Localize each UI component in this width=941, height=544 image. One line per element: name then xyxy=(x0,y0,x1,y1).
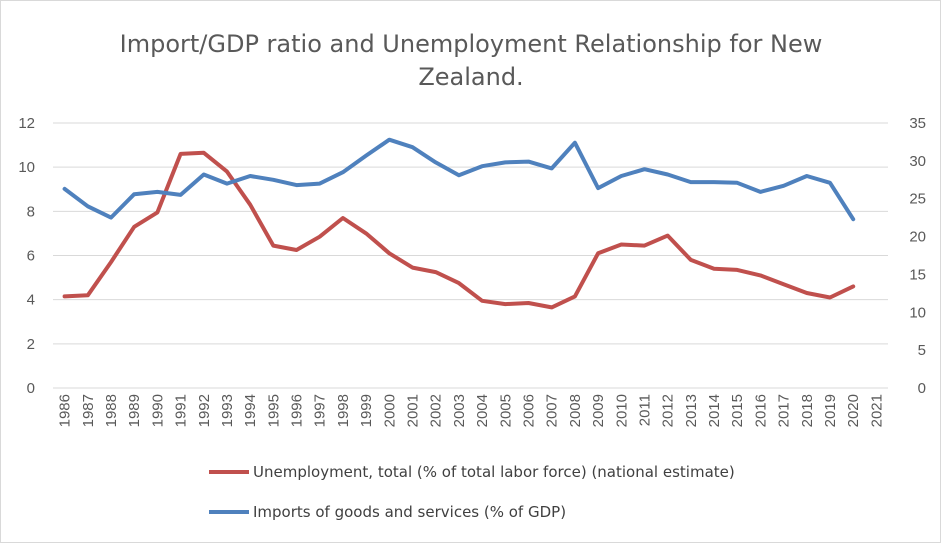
x-tick-label: 2021 xyxy=(868,394,885,427)
x-tick-label: 1999 xyxy=(358,394,375,427)
x-tick-label: 2011 xyxy=(636,394,653,426)
x-tick-label: 1998 xyxy=(335,394,352,427)
right-tick-label: 0 xyxy=(918,380,926,397)
legend: Unemployment, total (% of total labor fo… xyxy=(209,463,735,521)
x-axis-ticks: 1986 1987 1988 1989 1990 1991 1992 1993 1994 1995… xyxy=(57,394,886,427)
x-tick-label: 1987 xyxy=(80,394,97,427)
x-tick-label: 2019 xyxy=(822,394,839,427)
chart-title-line-1: Import/GDP ratio and Unemployment Relati… xyxy=(120,30,823,58)
x-tick-label: 2020 xyxy=(845,394,862,427)
left-tick-label: 10 xyxy=(18,159,35,176)
x-tick-label: 1992 xyxy=(196,394,213,427)
x-tick-label: 2017 xyxy=(776,394,793,427)
right-tick-label: 5 xyxy=(918,342,926,359)
legend-label-imports: Imports of goods and services (% of GDP) xyxy=(253,503,566,521)
x-tick-label: 1989 xyxy=(126,394,143,427)
x-tick-label: 1990 xyxy=(149,394,166,427)
x-tick-label: 1993 xyxy=(219,394,236,427)
series-line-imports xyxy=(65,140,854,220)
right-tick-label: 25 xyxy=(909,191,926,208)
x-tick-label: 1994 xyxy=(242,394,259,427)
right-axis-ticks: 0 5 10 15 20 25 30 35 xyxy=(909,115,926,397)
x-tick-label: 2012 xyxy=(660,394,677,427)
x-tick-label: 2006 xyxy=(520,394,537,427)
x-tick-label: 2013 xyxy=(683,394,700,427)
x-tick-label: 2009 xyxy=(590,394,607,427)
x-tick-label: 1988 xyxy=(103,394,120,427)
x-tick-label: 2008 xyxy=(567,394,584,427)
left-tick-label: 8 xyxy=(27,203,35,220)
x-tick-label: 1996 xyxy=(289,394,306,427)
x-tick-label: 1986 xyxy=(57,394,74,427)
legend-label-unemployment: Unemployment, total (% of total labor fo… xyxy=(253,463,735,481)
x-tick-label: 1995 xyxy=(265,394,282,427)
left-axis-ticks: 0 2 4 6 8 10 12 xyxy=(18,115,35,397)
x-tick-label: 2015 xyxy=(729,394,746,427)
x-tick-label: 2001 xyxy=(405,394,422,427)
series-lines xyxy=(65,140,854,308)
x-tick-label: 1997 xyxy=(312,394,329,427)
x-tick-label: 2010 xyxy=(613,394,630,427)
right-tick-label: 20 xyxy=(909,229,926,246)
x-tick-label: 2003 xyxy=(451,394,468,427)
left-tick-label: 0 xyxy=(27,380,35,397)
right-tick-label: 30 xyxy=(909,153,926,170)
left-tick-label: 2 xyxy=(27,336,35,353)
right-tick-label: 15 xyxy=(909,266,926,283)
x-tick-label: 2004 xyxy=(474,394,491,427)
right-tick-label: 35 xyxy=(909,115,926,132)
x-tick-label: 2016 xyxy=(752,394,769,427)
chart-title-line-2: Zealand. xyxy=(418,63,523,91)
right-tick-label: 10 xyxy=(909,304,926,321)
x-tick-label: 2007 xyxy=(544,394,561,427)
x-tick-label: 2014 xyxy=(706,394,723,427)
x-tick-label: 1991 xyxy=(173,394,190,427)
x-tick-label: 2000 xyxy=(381,394,398,427)
x-tick-label: 2002 xyxy=(428,394,445,427)
left-tick-label: 4 xyxy=(27,292,35,309)
x-tick-label: 2018 xyxy=(799,394,816,427)
left-tick-label: 12 xyxy=(18,115,35,132)
left-tick-label: 6 xyxy=(27,248,35,265)
x-tick-label: 2005 xyxy=(497,394,514,427)
